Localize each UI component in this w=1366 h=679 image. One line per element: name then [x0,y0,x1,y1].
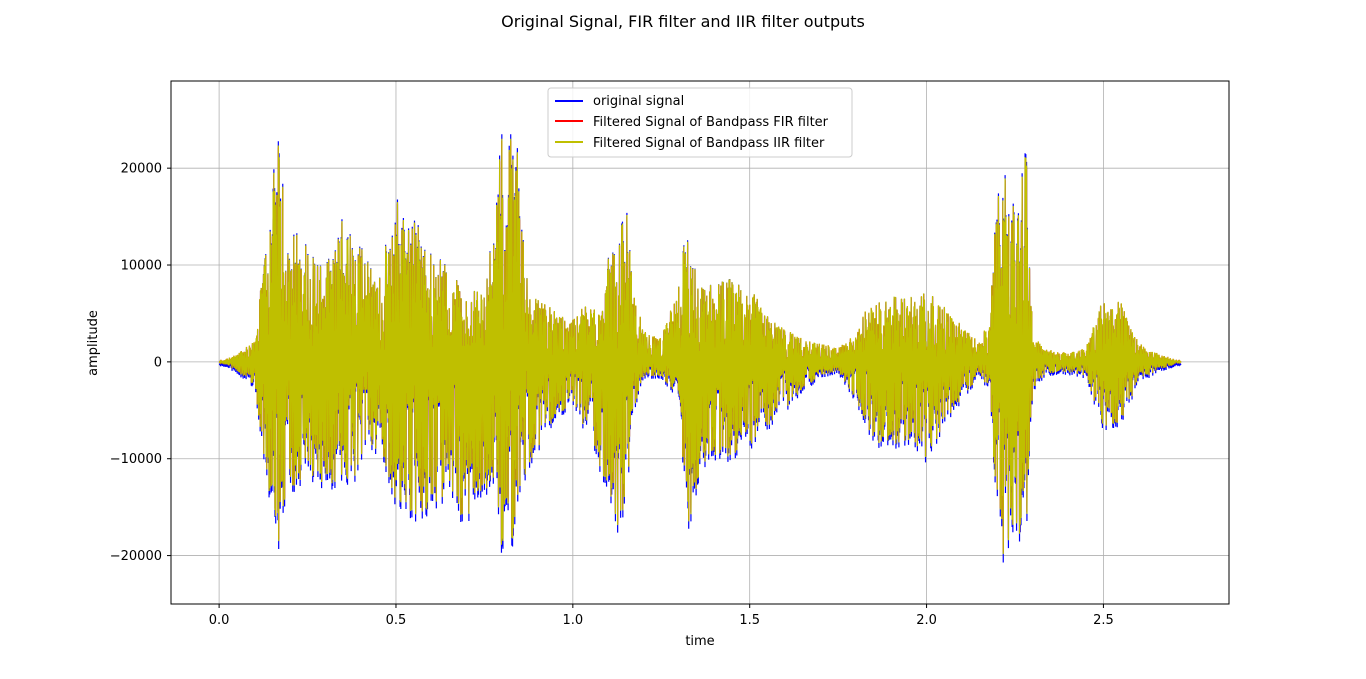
y-tick-label: −10000 [110,452,162,467]
series-lines [218,134,1182,563]
x-tick-label: 0.5 [386,613,407,628]
series-line-2 [218,138,1182,555]
y-axis-ticks: −20000 −10000 0 10000 20000 [110,162,171,564]
x-axis-ticks: 0.0 0.5 1.0 1.5 2.0 2.5 [209,604,1114,628]
x-tick-label: 2.5 [1093,613,1114,628]
x-tick-label: 0.0 [209,613,230,628]
x-tick-label: 2.0 [916,613,937,628]
y-tick-label: 10000 [121,259,162,274]
legend-box [547,87,853,158]
legend-label-iir: Filtered Signal of Bandpass IIR filter [593,136,825,151]
y-tick-label: 0 [154,355,162,370]
legend-label-fir: Filtered Signal of Bandpass FIR filter [593,115,829,130]
plot-frame [170,80,1230,605]
x-axis-label: time [685,634,714,649]
chart-title: Original Signal, FIR filter and IIR filt… [501,12,865,31]
y-axis-label: amplitude [86,310,101,376]
y-tick-label: 20000 [121,162,162,177]
legend-label-original: original signal [593,94,684,109]
x-tick-label: 1.0 [562,613,583,628]
x-tick-label: 1.5 [739,613,760,628]
legend: original signal Filtered Signal of Bandp… [547,87,853,158]
y-tick-label: −20000 [110,549,162,564]
